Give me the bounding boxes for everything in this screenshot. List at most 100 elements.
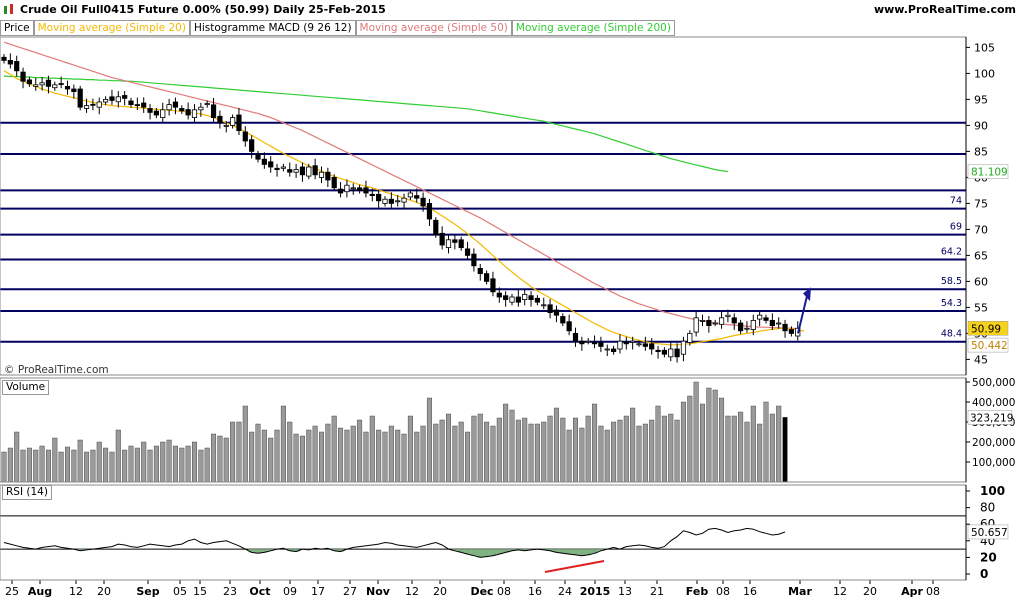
candle-body	[433, 219, 439, 236]
level-label: 58.5	[941, 276, 962, 287]
top-bar: Crude Oil Full0415 Future 0.00% (50.99) …	[0, 0, 1024, 20]
candle-body	[39, 82, 45, 86]
volume-bar	[33, 449, 39, 483]
candle-body	[623, 342, 629, 345]
volume-bar	[750, 405, 756, 483]
volume-label[interactable]: Volume	[2, 380, 50, 395]
candle-body	[483, 273, 490, 282]
volume-bar	[706, 387, 712, 483]
volume-bar	[401, 433, 407, 483]
volume-bar	[515, 419, 521, 483]
candle-body	[452, 239, 458, 243]
legend-macd[interactable]: Histogramme MACD (9 26 12)	[189, 20, 356, 36]
candle-body	[122, 95, 128, 99]
x-tick-label: 16	[743, 585, 757, 598]
site-url[interactable]: www.ProRealTime.com	[873, 3, 1016, 16]
x-tick-label: 24	[558, 585, 572, 598]
volume-bar	[255, 423, 261, 483]
volume-bar	[598, 425, 604, 483]
volume-bar	[382, 431, 388, 483]
candle-body	[45, 79, 52, 87]
candle-body	[661, 349, 668, 355]
volume-bar	[776, 405, 782, 483]
candle-body	[261, 158, 267, 165]
candle-body	[90, 103, 96, 106]
volume-bar	[84, 451, 90, 483]
price-tick-label: 95	[974, 93, 988, 106]
volume-bar	[191, 441, 197, 483]
level-label: 54.3	[941, 298, 962, 309]
level-label: 69	[950, 222, 962, 233]
price-tick-label: 45	[974, 353, 988, 366]
candle-body	[604, 348, 610, 351]
candle-body	[325, 171, 331, 181]
candle-body	[210, 104, 217, 119]
candle-body	[293, 169, 299, 173]
volume-bar	[719, 397, 725, 483]
level-label: 48.4	[941, 329, 962, 340]
candle-body	[274, 167, 280, 171]
x-tick-label: 12	[833, 585, 847, 598]
candle-body	[515, 296, 521, 303]
candle-body	[71, 88, 77, 92]
candle-body	[718, 317, 725, 325]
volume-bar	[45, 449, 51, 483]
candle-body	[77, 88, 83, 108]
volume-bar	[731, 415, 737, 483]
candle-body	[172, 101, 179, 108]
volume-bar	[198, 449, 204, 483]
legend-ma200[interactable]: Moving average (Simple 200)	[511, 20, 675, 36]
volume-bar	[528, 423, 534, 483]
candle-body	[356, 187, 363, 191]
candle-body	[382, 198, 388, 204]
volume-bar	[477, 413, 483, 483]
candle-body	[83, 105, 90, 109]
volume-bar	[420, 425, 426, 483]
candle-body	[591, 342, 598, 345]
rsi-tick-label: 20	[980, 550, 997, 564]
legend-ma50[interactable]: Moving average (Simple 50)	[355, 20, 512, 36]
candle-body	[528, 295, 534, 301]
candle-body	[96, 101, 102, 108]
candle-body	[52, 84, 58, 89]
candle-body	[160, 109, 166, 119]
legend-ma20[interactable]: Moving average (Simple 20)	[33, 20, 190, 36]
candle-body	[655, 349, 661, 352]
candle-body	[522, 293, 528, 300]
volume-bar	[465, 431, 471, 483]
candle-body	[699, 319, 706, 322]
price-tick-label: 60	[974, 275, 988, 288]
ma20-value-tag-bg	[967, 337, 1009, 353]
candle-body	[731, 317, 737, 324]
x-tick-label: 25	[5, 585, 19, 598]
volume-bar	[642, 423, 648, 483]
price-tick-label: 90	[974, 119, 988, 132]
candle-body	[477, 267, 483, 274]
candle-body	[464, 248, 471, 256]
legend-price[interactable]: Price	[0, 20, 34, 36]
volume-bar	[547, 415, 553, 483]
candle-body	[572, 332, 579, 342]
up-arrow-head	[803, 287, 811, 302]
volume-bar	[52, 437, 58, 483]
price-tick-label: 70	[974, 223, 988, 236]
candle-body	[198, 106, 204, 111]
rsi-value-tag: 50.657	[971, 527, 1008, 539]
bullish-divergence-line	[544, 560, 605, 573]
last-price-tag-bg	[967, 321, 1009, 336]
candle-body	[312, 165, 318, 176]
price-tick-label: 75	[974, 197, 988, 210]
price-tick-label: 65	[974, 249, 988, 262]
x-tick-label: 05	[173, 585, 187, 598]
volume-bar	[338, 427, 344, 483]
x-axis: 25 Aug 12 20 Sep 05 15 23 Oct 09 17 27 Nov 12 20 Dec 08 1…	[0, 579, 966, 598]
volume-bar	[39, 445, 45, 483]
volume-bar	[649, 419, 655, 483]
volume-tick-label: 200,000	[972, 437, 1015, 449]
x-tick-label: Mar	[788, 585, 812, 598]
candle-body	[318, 171, 325, 178]
candle-body	[471, 253, 477, 267]
rsi-label[interactable]: RSI (14)	[2, 485, 52, 500]
